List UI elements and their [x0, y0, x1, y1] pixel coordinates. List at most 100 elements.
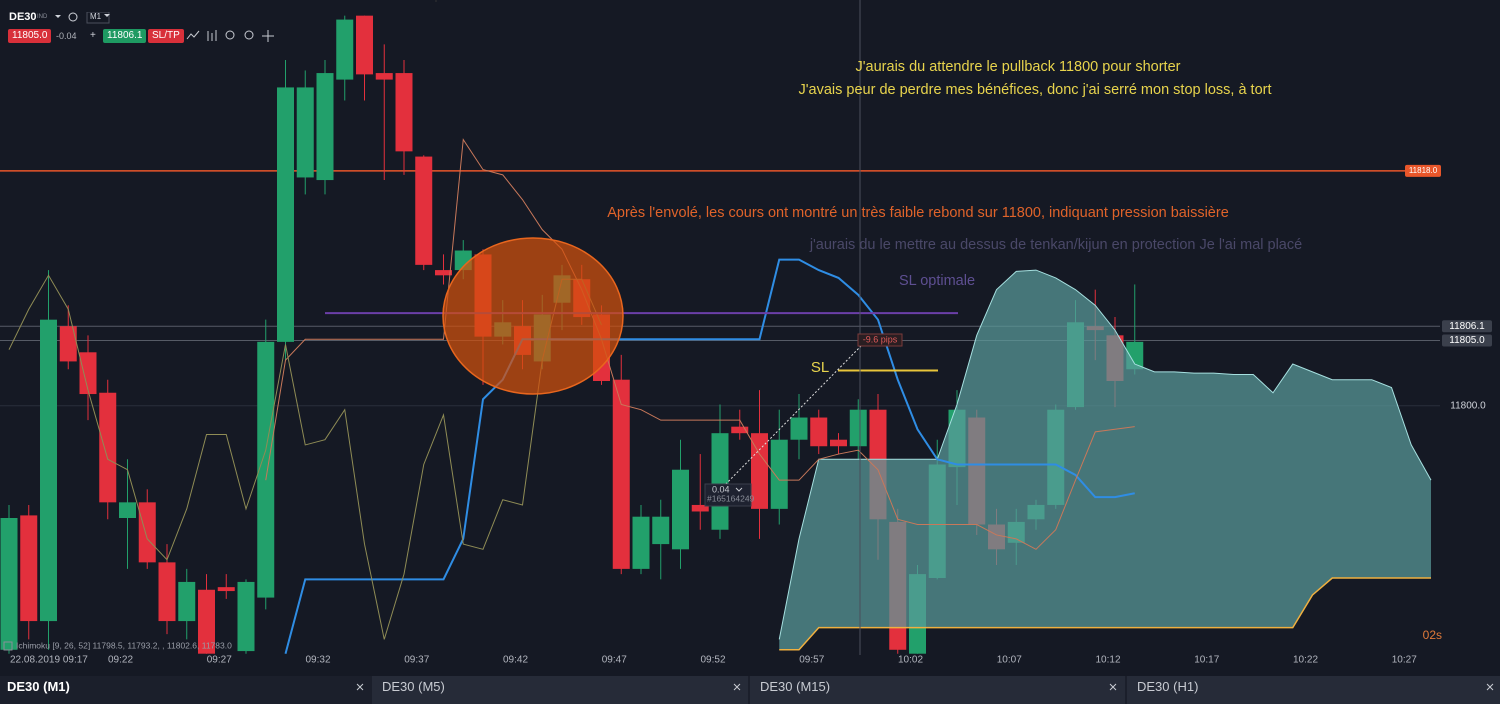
chart-tools	[186, 30, 274, 42]
candle-body	[99, 392, 117, 503]
x-tick-label: 10:12	[1095, 655, 1120, 666]
indicator-legend: Ichimoku [9, 26, 52] 11798.5, 11793.2, ,…	[16, 640, 232, 650]
plus[interactable]: +	[90, 30, 96, 41]
candle-body	[178, 581, 196, 622]
annotation: SL optimale	[899, 273, 975, 289]
timeframe-box[interactable]	[86, 12, 110, 24]
toolbar-icons	[55, 12, 110, 24]
candle-body	[830, 439, 847, 447]
price-label: 11806.1	[1449, 321, 1485, 332]
candle-body	[395, 73, 413, 152]
tool-line[interactable]	[186, 30, 200, 40]
tab[interactable]: DE30 (M5)	[372, 676, 748, 704]
candle-body	[316, 73, 334, 181]
annotation: J'avais peur de perdre mes bénéfices, do…	[799, 82, 1272, 98]
x-tick-label: 09:47	[602, 655, 627, 666]
candle-body	[138, 502, 156, 563]
sltp-button[interactable]: SL/TP	[148, 29, 184, 43]
candle-body	[198, 589, 215, 654]
candle-body	[356, 15, 373, 75]
tool-zoom-out[interactable]	[225, 30, 235, 40]
candle-body	[790, 417, 808, 440]
indicator-line	[284, 258, 1135, 654]
sell-button[interactable]: 11805.0	[8, 29, 52, 43]
price-label: 11818.0	[1409, 166, 1438, 175]
candle-body	[119, 502, 136, 518]
candle-body	[691, 504, 709, 512]
timeframe[interactable]: M1	[90, 12, 102, 21]
time-axis	[0, 655, 1500, 676]
y-tick-label: 11800.0	[1450, 400, 1486, 411]
tool-move[interactable]	[262, 30, 274, 42]
x-tick-label: 09:42	[503, 655, 528, 666]
candle-body	[158, 562, 176, 622]
x-tick-label: 10:07	[997, 655, 1022, 666]
candle-body	[810, 417, 828, 447]
price-label-box	[1442, 320, 1492, 333]
chevron[interactable]	[55, 15, 61, 18]
annotation: J'aurais du attendre le pullback 11800 p…	[856, 59, 1181, 75]
candle-body	[632, 516, 650, 569]
info-icon[interactable]	[68, 12, 78, 22]
x-tick-label: 09:32	[305, 655, 330, 666]
candle-body	[731, 426, 749, 434]
order-id: #165164249	[707, 493, 755, 503]
close-icon[interactable]	[356, 683, 364, 691]
chevron	[735, 487, 743, 492]
candle-body	[672, 469, 689, 550]
tool-bars[interactable]	[207, 30, 217, 41]
pips-box	[857, 333, 903, 347]
price-label-box	[1442, 334, 1492, 347]
symbol-badge: IND	[37, 14, 48, 20]
indicator-line	[265, 138, 1135, 550]
close-icon[interactable]	[1109, 683, 1117, 691]
candle-body	[277, 87, 294, 342]
x-tick-label: 10:17	[1194, 655, 1219, 666]
annotation: j'aurais du le mettre au dessus de tenka…	[809, 237, 1302, 253]
close-icon[interactable]	[733, 683, 741, 691]
candle-body	[612, 379, 630, 569]
x-tick-label: 09:27	[207, 655, 232, 666]
tool-zoom-in[interactable]	[244, 30, 254, 40]
candle-body	[0, 517, 18, 650]
cloud-lower	[779, 577, 1431, 651]
indicator-line	[8, 274, 602, 640]
candle-body	[79, 352, 97, 395]
price-label-box	[1405, 164, 1441, 177]
legend-icon	[3, 641, 13, 651]
tab[interactable]: DE30 (M15)	[750, 676, 1125, 704]
candle-body	[435, 270, 452, 276]
measure-line	[719, 344, 863, 491]
candle-body	[375, 73, 393, 80]
timeframe-chevron	[104, 14, 110, 17]
candle-body	[59, 326, 77, 362]
candle-body	[237, 581, 255, 652]
x-tick-label: 09:37	[404, 655, 429, 666]
highlight-ellipse	[442, 237, 624, 395]
x-tick-label: 10:02	[898, 655, 923, 666]
buy-button[interactable]: 11806.1	[103, 29, 147, 43]
bar-timer: 02s	[1423, 628, 1442, 642]
chart: -9.6 pips 0.04 #165164249 02s Ichimoku […	[0, 0, 1500, 676]
order-tag	[704, 483, 752, 507]
x-tick-label: 10:22	[1293, 655, 1318, 666]
candle-body	[751, 433, 768, 509]
x-tick-label: 10:27	[1392, 655, 1417, 666]
tab-bar: DE30 (M1) DE30 (M5) DE30 (M15) DE30 (H1)	[0, 676, 1500, 704]
annotation: SL	[811, 359, 829, 376]
symbol[interactable]: DE30	[9, 11, 37, 23]
x-tick-label: 09:52	[700, 655, 725, 666]
price-label: 11805.0	[1449, 335, 1485, 346]
x-tick-label: 22.08.2019 09:17	[10, 655, 88, 666]
close-icon[interactable]	[1486, 683, 1494, 691]
candle-body	[849, 409, 867, 447]
tab[interactable]: DE30 (H1)	[1127, 676, 1500, 704]
candle-body	[296, 87, 314, 178]
tab-active[interactable]: DE30 (M1)	[7, 679, 70, 694]
candle-body	[415, 156, 433, 265]
candle-body	[336, 19, 354, 80]
order-lots: 0.04	[712, 484, 730, 494]
ichimoku-cloud	[779, 270, 1431, 650]
candle-body	[652, 516, 670, 545]
